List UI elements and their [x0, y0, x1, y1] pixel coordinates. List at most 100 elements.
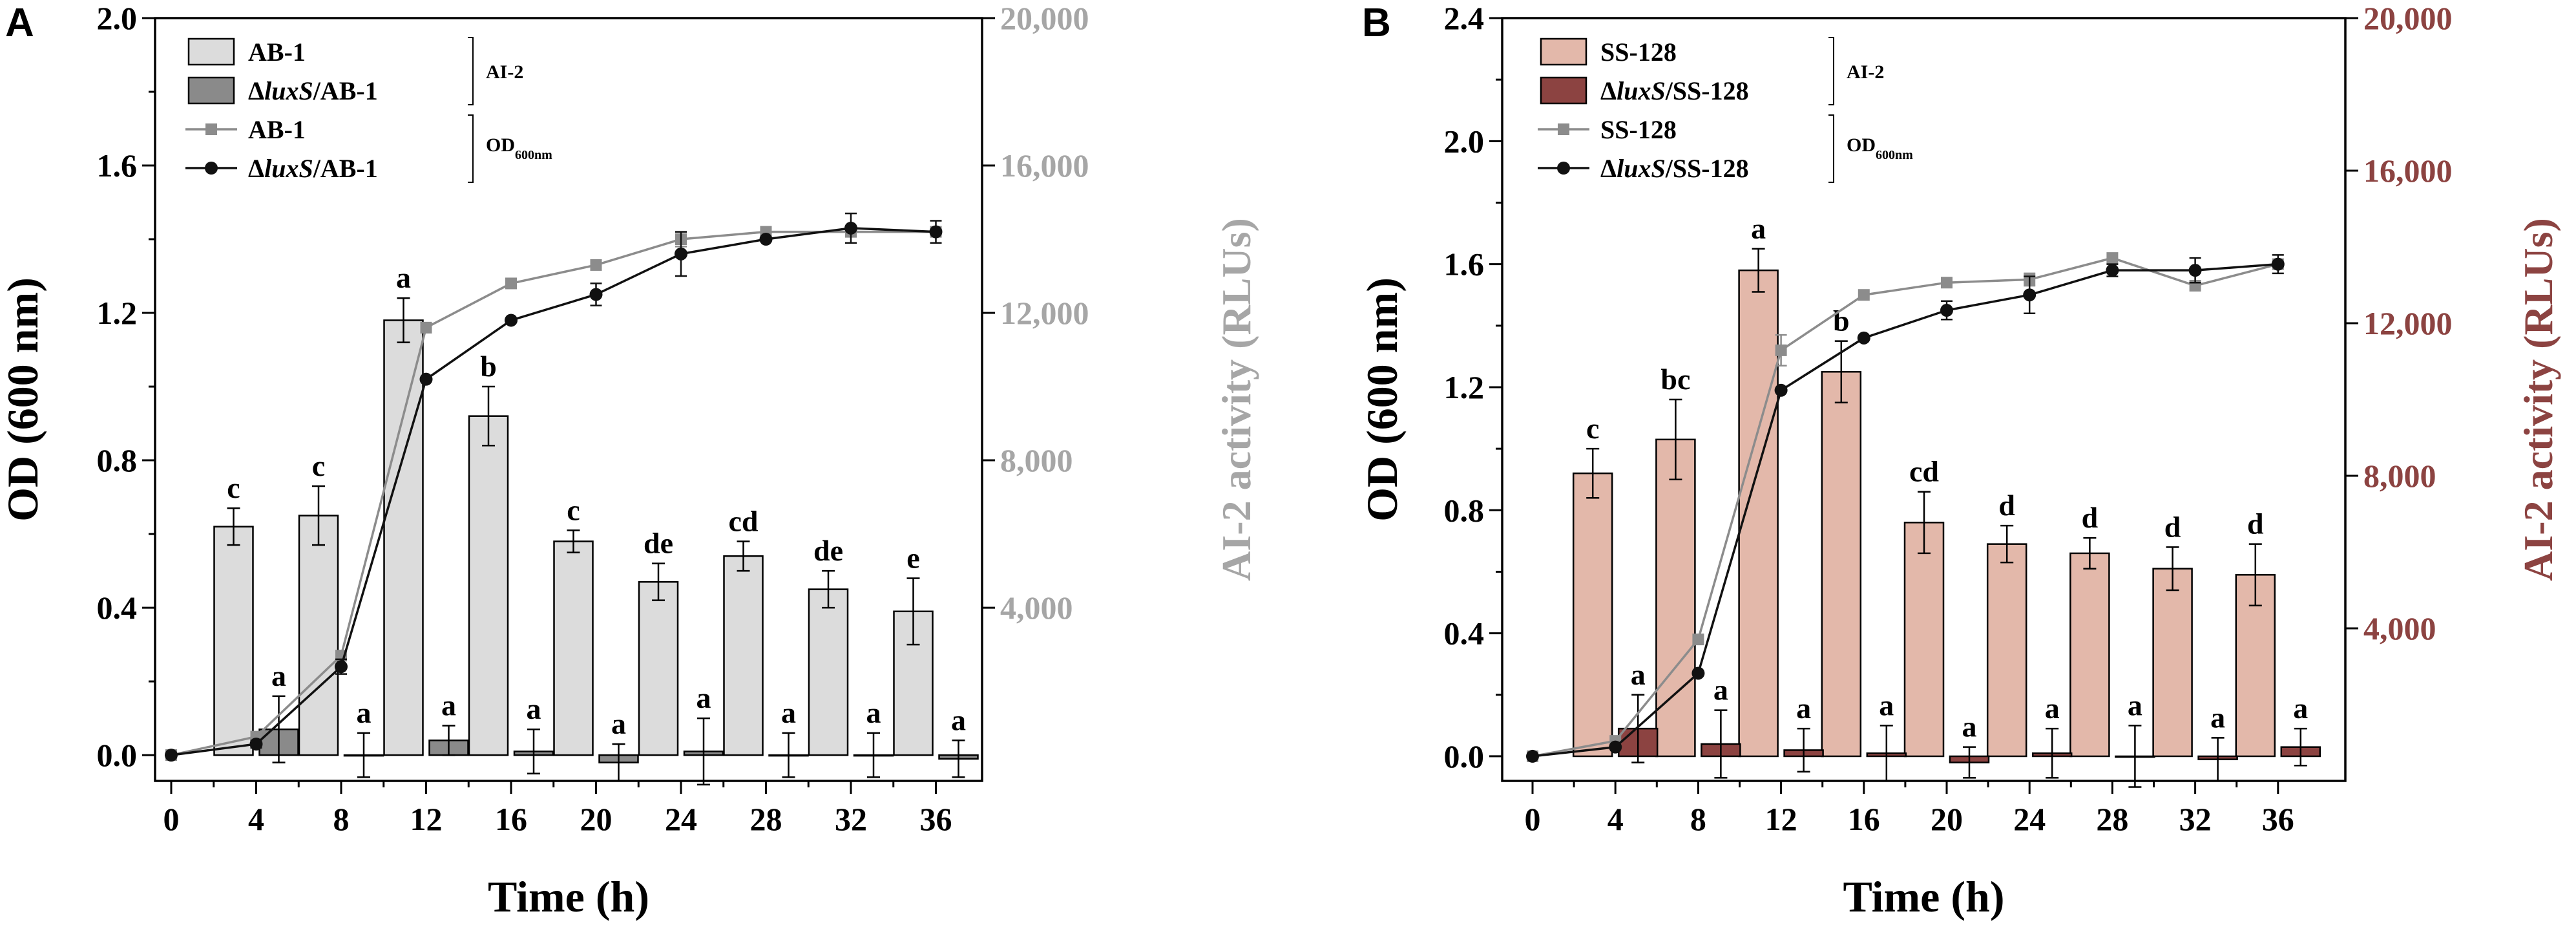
x-tick-label: 16: [495, 801, 527, 837]
legend-entry-gene: luxS: [1617, 154, 1666, 183]
mutant-significance-label: a: [696, 681, 711, 714]
legend-group-od: OD600nm: [486, 134, 552, 162]
mutant-significance-label: a: [1879, 688, 1894, 721]
legend-entry-strain: AB-1: [248, 115, 306, 144]
legend-entry-strain: SS-128: [1600, 37, 1677, 67]
wild-type-bar: [808, 588, 849, 756]
mutant-significance-label: a: [2293, 692, 2308, 725]
mutant-point: [675, 247, 687, 261]
y-right-tick-label: 8,000: [1000, 442, 1073, 478]
x-tick-label: 8: [333, 801, 350, 837]
wild-type-significance-label: d: [2164, 510, 2181, 543]
wild-type-bar: [1986, 543, 2027, 758]
legend-entry-label: ΔluxS/SS-128: [1600, 154, 1749, 183]
legend-entry-label: ΔluxS/AB-1: [248, 154, 378, 183]
wild-type-bar: [1572, 472, 1613, 758]
legend-bracket-od: [468, 114, 474, 183]
wild-type-significance-label: a: [396, 261, 411, 294]
wild-type-point: [2106, 252, 2119, 264]
legend-bracket-ai2: [1828, 37, 1834, 105]
mutant-point: [1774, 383, 1788, 397]
mutant-point: [1940, 304, 1953, 317]
x-tick-label: 16: [1848, 801, 1880, 837]
x-axis-title: Time (h): [488, 872, 649, 921]
y-right-tick-label: 16,000: [1000, 147, 1089, 184]
wild-type-line: [171, 230, 936, 756]
wild-type-point: [1775, 344, 1787, 356]
mutant-significance-label: a: [357, 696, 372, 729]
mutant-significance-label: a: [781, 696, 796, 729]
x-tick-label: 8: [1690, 801, 1706, 837]
legend-swatch-mutant-bar: [187, 76, 235, 105]
plot-frame: [154, 17, 983, 782]
x-tick-label: 36: [920, 801, 952, 837]
y-right-tick-label: 12,000: [1000, 295, 1089, 331]
legend-group-od-subscript: 600nm: [515, 148, 552, 162]
wild-type-significance-label: cd: [729, 504, 759, 537]
legend-swatch-wild-bar: [1540, 37, 1587, 66]
legend-entry-prefix: Δ: [248, 76, 264, 105]
x-tick-label: 0: [1525, 801, 1541, 837]
wild-type-point: [1941, 277, 1953, 289]
wild-type-significance-label: bc: [1660, 363, 1690, 396]
mutant-significance-label: a: [271, 659, 286, 692]
wild-type-bar: [2069, 552, 2110, 758]
wild-type-bar: [1903, 522, 1945, 758]
wild-type-bar: [638, 581, 679, 756]
y-left-tick-label: 0.0: [1444, 738, 1485, 774]
wild-type-bar: [298, 515, 339, 756]
x-tick-label: 4: [248, 801, 264, 837]
legend-swatch-mutant-bar: [1540, 76, 1587, 105]
y-left-tick-label: 1.2: [1444, 369, 1485, 405]
legend-marker-square: [1558, 123, 1569, 135]
y-right-tick-label: 4,000: [1000, 590, 1073, 626]
mutant-point: [249, 737, 263, 751]
mutant-significance-label: a: [527, 692, 541, 725]
x-tick-label: 20: [1931, 801, 1963, 837]
y-left-tick-label: 1.6: [1444, 246, 1485, 282]
wild-type-line: [1532, 257, 2279, 758]
x-tick-label: 28: [2096, 801, 2128, 837]
mutant-significance-label: a: [1796, 692, 1811, 725]
mutant-significance-label: a: [1962, 710, 1977, 743]
legend-entry-prefix: Δ: [248, 154, 264, 183]
wild-type-point: [1692, 634, 1704, 646]
y-left-tick-label: 1.2: [97, 295, 138, 331]
mutant-point: [929, 225, 943, 239]
mutant-point: [2188, 264, 2202, 277]
legend-entry-gene: luxS: [264, 76, 313, 105]
wild-type-significance-label: e: [906, 541, 919, 574]
legend-entry-label: SS-128: [1600, 37, 1677, 67]
x-tick-label: 20: [580, 801, 613, 837]
mutant-point: [335, 660, 348, 674]
legend-bracket-ai2: [468, 37, 474, 105]
y-right-axis-title: AI-2 activity (RLUs): [2515, 218, 2561, 581]
wild-type-significance-label: c: [1586, 412, 1599, 445]
wild-type-point: [505, 277, 517, 290]
x-tick-label: 28: [750, 801, 782, 837]
legend-entry-strain: /SS-128: [1665, 154, 1749, 183]
y-right-tick-label: 12,000: [2363, 305, 2453, 341]
wild-type-significance-label: d: [2082, 501, 2099, 534]
wild-type-point: [420, 321, 432, 334]
mutant-significance-label: a: [866, 696, 881, 729]
mutant-point: [1691, 666, 1705, 680]
legend-group-ai2: AI-2: [486, 61, 523, 83]
panel-letter: B: [1362, 1, 1391, 45]
mutant-significance-label: a: [1713, 674, 1728, 707]
mutant-significance-label: a: [2210, 701, 2225, 734]
x-tick-label: 4: [1607, 801, 1624, 837]
wild-type-significance-label: b: [480, 350, 497, 383]
mutant-significance-label: a: [611, 707, 626, 740]
legend-entry-strain: /SS-128: [1665, 76, 1749, 105]
wild-type-bar: [213, 526, 254, 756]
legend-bracket-od: [1828, 114, 1834, 183]
legend-group-od-main: OD: [1847, 134, 1876, 156]
x-tick-label: 32: [835, 801, 867, 837]
y-left-tick-label: 0.8: [1444, 492, 1485, 528]
legend-entry-label: SS-128: [1600, 115, 1677, 144]
legend-marker-circle: [205, 162, 218, 175]
wild-type-significance-label: a: [1751, 212, 1766, 245]
y-right-tick-label: 16,000: [2363, 153, 2453, 189]
legend-entry-gene: luxS: [1617, 76, 1666, 105]
